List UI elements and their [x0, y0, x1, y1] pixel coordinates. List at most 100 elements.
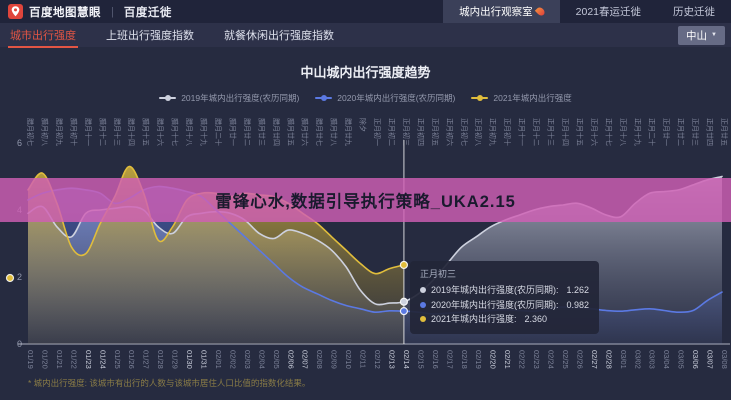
svg-text:正月初六: 正月初六 — [445, 118, 454, 146]
svg-text:02/03: 02/03 — [243, 350, 252, 369]
chevron-down-icon: ▼ — [711, 32, 717, 38]
svg-text:正月初十: 正月初十 — [503, 118, 512, 146]
svg-text:正月初八: 正月初八 — [474, 118, 483, 146]
svg-text:腊月二十: 腊月二十 — [214, 118, 223, 146]
svg-text:正月初三: 正月初三 — [402, 118, 411, 146]
svg-text:腊月廿四: 腊月廿四 — [272, 118, 281, 146]
brand-divider: | — [111, 5, 114, 18]
svg-text:正月初一: 正月初一 — [373, 118, 382, 146]
legend-label: 2020年城内出行强度(农历同期) — [337, 93, 456, 103]
svg-text:01/23: 01/23 — [84, 350, 93, 369]
svg-text:正月廿二: 正月廿二 — [677, 118, 686, 146]
svg-text:腊月初七: 腊月初七 — [26, 118, 35, 146]
nav-item-history-migration[interactable]: 历史迁徙 — [657, 0, 731, 23]
chart-legend: 2019年城内出行强度(农历同期) 2020年城内出行强度(农历同期) 2021… — [0, 92, 731, 104]
svg-text:腊月十六: 腊月十六 — [156, 118, 165, 146]
svg-text:02/15: 02/15 — [416, 350, 425, 369]
svg-text:02/16: 02/16 — [431, 350, 440, 369]
svg-text:正月十三: 正月十三 — [547, 118, 556, 146]
svg-text:02/28: 02/28 — [604, 350, 613, 369]
tab-bar: 城市出行强度 上班出行强度指数 就餐休闲出行强度指数 中山 ▼ — [0, 23, 731, 48]
svg-text:02/27: 02/27 — [590, 350, 599, 369]
legend-item-2019[interactable]: 2019年城内出行强度(农历同期) — [159, 92, 299, 104]
svg-text:03/07: 03/07 — [706, 350, 715, 369]
svg-text:正月十四: 正月十四 — [561, 118, 570, 146]
svg-text:2: 2 — [17, 272, 22, 282]
svg-text:腊月十五: 腊月十五 — [142, 118, 151, 146]
svg-text:01/27: 01/27 — [142, 350, 151, 369]
line-dot-marker-icon — [315, 95, 333, 102]
svg-text:正月初四: 正月初四 — [416, 118, 425, 146]
svg-text:02/25: 02/25 — [561, 350, 570, 369]
legend-label: 2021年城内出行强度 — [493, 93, 572, 103]
svg-text:腊月廿八: 腊月廿八 — [330, 118, 339, 146]
svg-text:正月十一: 正月十一 — [518, 118, 527, 146]
nav-item-spring-migration[interactable]: 2021春运迁徙 — [560, 0, 657, 23]
top-bar: 百度地图慧眼 | 百度迁徙 城内出行观察室 2021春运迁徙 历史迁徙 — [0, 0, 731, 23]
svg-text:02/21: 02/21 — [503, 350, 512, 369]
promo-banner-text: 雷锋心水,数据引导执行策略_UKA2.15 — [215, 193, 516, 211]
svg-text:腊月十四: 腊月十四 — [127, 118, 136, 146]
svg-text:正月十五: 正月十五 — [575, 118, 584, 146]
line-dot-marker-icon — [159, 95, 177, 102]
svg-text:02/10: 02/10 — [344, 350, 353, 369]
svg-text:腊月廿三: 腊月廿三 — [257, 118, 266, 146]
svg-text:腊月廿七: 腊月廿七 — [315, 118, 324, 146]
svg-text:02/18: 02/18 — [460, 350, 469, 369]
svg-text:02/19: 02/19 — [474, 350, 483, 369]
svg-text:正月廿一: 正月廿一 — [662, 118, 671, 146]
tab-dining-leisure-intensity-index[interactable]: 就餐休闲出行强度指数 — [224, 29, 334, 42]
svg-text:01/28: 01/28 — [156, 350, 165, 369]
svg-text:正月十九: 正月十九 — [633, 118, 642, 146]
svg-text:02/17: 02/17 — [445, 350, 454, 369]
svg-text:腊月廿六: 腊月廿六 — [301, 118, 310, 146]
svg-text:01/19: 01/19 — [26, 350, 35, 369]
svg-text:01/31: 01/31 — [200, 350, 209, 369]
svg-text:02/13: 02/13 — [387, 350, 396, 369]
svg-text:腊月廿九: 腊月廿九 — [344, 118, 353, 146]
promo-banner[interactable]: 雷锋心水,数据引导执行策略_UKA2.15 — [0, 178, 731, 222]
svg-text:除夕: 除夕 — [359, 118, 368, 132]
legend-item-2020[interactable]: 2020年城内出行强度(农历同期) — [315, 92, 455, 104]
svg-text:01/22: 01/22 — [69, 350, 78, 369]
city-selector-label: 中山 — [686, 29, 708, 42]
legend-item-2021[interactable]: 2021年城内出行强度 — [471, 92, 572, 104]
city-selector[interactable]: 中山 ▼ — [678, 25, 725, 45]
svg-text:02/08: 02/08 — [315, 350, 324, 369]
svg-text:正月廿三: 正月廿三 — [691, 118, 700, 146]
svg-text:03/04: 03/04 — [662, 350, 671, 369]
nav-item-city-observatory[interactable]: 城内出行观察室 — [443, 0, 560, 23]
flame-icon — [534, 5, 546, 18]
svg-text:02/24: 02/24 — [547, 350, 556, 369]
svg-text:腊月廿一: 腊月廿一 — [228, 118, 237, 146]
svg-text:03/08: 03/08 — [720, 350, 729, 369]
brand-title: 百度地图慧眼 — [29, 6, 101, 19]
tab-commute-intensity-index[interactable]: 上班出行强度指数 — [106, 29, 194, 42]
svg-text:03/03: 03/03 — [648, 350, 657, 369]
tab-city-travel-intensity[interactable]: 城市出行强度 — [8, 23, 78, 48]
top-nav: 城内出行观察室 2021春运迁徙 历史迁徙 — [443, 0, 731, 23]
nav-item-label: 2021春运迁徙 — [575, 6, 641, 18]
svg-text:01/26: 01/26 — [127, 350, 136, 369]
svg-text:03/01: 03/01 — [619, 350, 628, 369]
svg-text:6: 6 — [17, 138, 22, 148]
footnote: * 城内出行强度: 该城市有出行的人数与该城市居住人口比值的指数化结果。 — [28, 378, 311, 388]
svg-text:正月二十: 正月二十 — [648, 118, 657, 146]
svg-text:02/05: 02/05 — [272, 350, 281, 369]
svg-text:02/02: 02/02 — [228, 350, 237, 369]
svg-text:正月十二: 正月十二 — [532, 118, 541, 146]
svg-text:02/09: 02/09 — [330, 350, 339, 369]
svg-text:腊月十二: 腊月十二 — [98, 118, 107, 146]
svg-text:02/12: 02/12 — [373, 350, 382, 369]
svg-text:02/07: 02/07 — [301, 350, 310, 369]
svg-text:03/05: 03/05 — [677, 350, 686, 369]
svg-text:02/06: 02/06 — [286, 350, 295, 369]
svg-text:正月十八: 正月十八 — [619, 118, 628, 146]
svg-text:01/30: 01/30 — [185, 350, 194, 369]
svg-text:腊月廿二: 腊月廿二 — [243, 118, 252, 146]
svg-text:腊月十三: 腊月十三 — [113, 118, 122, 146]
svg-text:腊月十七: 腊月十七 — [171, 118, 180, 146]
svg-text:正月廿四: 正月廿四 — [706, 118, 715, 146]
svg-text:02/04: 02/04 — [257, 350, 266, 369]
